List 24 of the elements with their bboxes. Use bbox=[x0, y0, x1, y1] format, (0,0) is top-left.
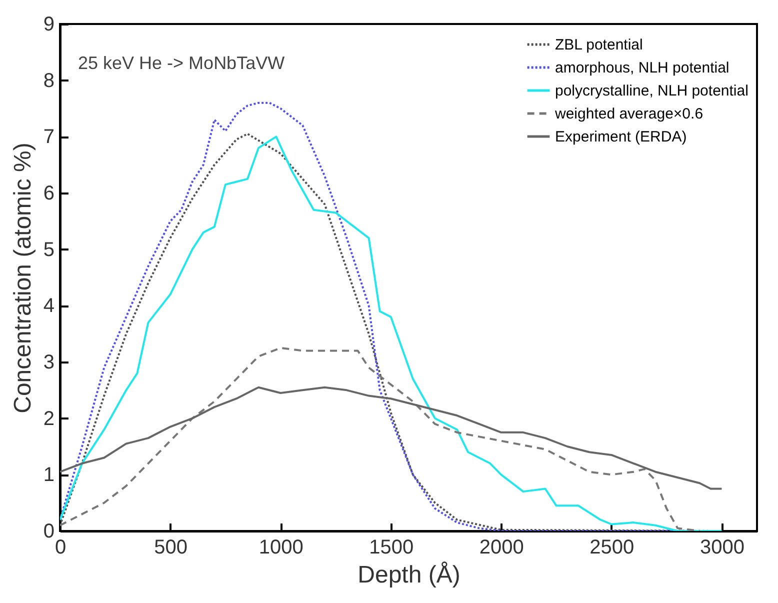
annotation: 25 keV He -> MoNbTaVW bbox=[78, 53, 285, 73]
x-tick-label: 2000 bbox=[479, 536, 524, 558]
y-tick-label: 0 bbox=[43, 520, 54, 542]
legend-label: Experiment (ERDA) bbox=[555, 128, 687, 146]
y-tick-label: 5 bbox=[43, 238, 54, 261]
legend-label: weighted average×0.6 bbox=[554, 106, 704, 122]
y-tick-label: 6 bbox=[43, 182, 54, 204]
y-tick-label: 2 bbox=[43, 408, 54, 430]
x-tick-label: 500 bbox=[154, 536, 188, 558]
y-tick-label: 8 bbox=[43, 70, 54, 92]
x-tick-label: 2500 bbox=[590, 536, 634, 558]
x-tick-label: 3000 bbox=[700, 536, 744, 558]
y-tick-label: 7 bbox=[43, 126, 54, 148]
legend-label: ZBL potential bbox=[555, 36, 643, 54]
x-tick-label: 1000 bbox=[258, 536, 304, 558]
y-tick-label: 9 bbox=[43, 14, 54, 36]
y-tick-label: 1 bbox=[43, 464, 54, 486]
x-tick-label: 1500 bbox=[369, 536, 414, 558]
y-tick-label: 4 bbox=[43, 295, 54, 318]
legend-label: polycrystalline, NLH potential bbox=[555, 82, 748, 100]
legend-label: amorphous, NLH potential bbox=[555, 60, 730, 76]
y-tick-label: 3 bbox=[43, 352, 54, 374]
x-axis-title: Depth (Å) bbox=[358, 562, 460, 588]
y-axis-title: Concentration (atomic %) bbox=[9, 142, 36, 414]
